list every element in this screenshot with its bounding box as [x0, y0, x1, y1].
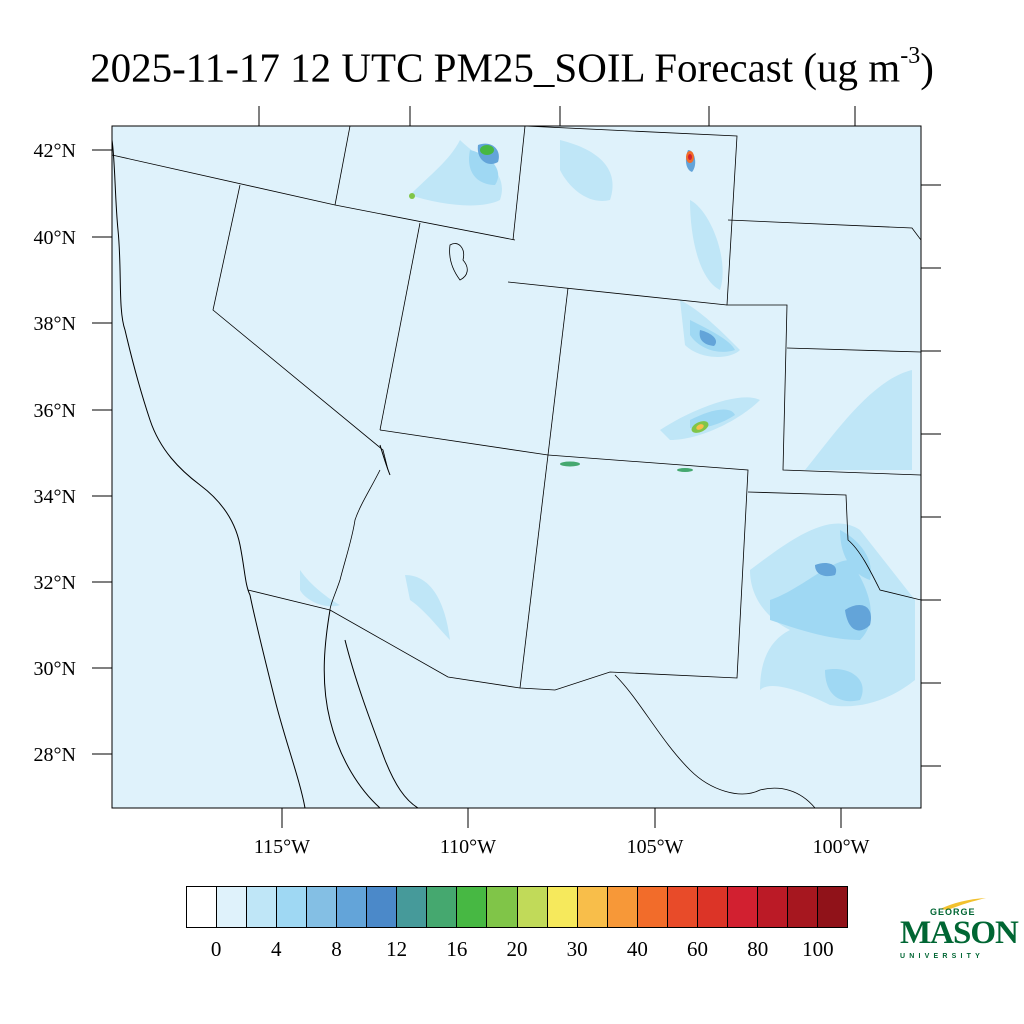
- map-background: [112, 126, 921, 808]
- colorbar-cell: [817, 887, 848, 927]
- lat-label-38: 38°N: [34, 313, 76, 335]
- lat-label-36: 36°N: [34, 400, 76, 422]
- colorbar-cell: [307, 887, 338, 927]
- colorbar-cell: [697, 887, 728, 927]
- colorbar-cell: [217, 887, 248, 927]
- colorbar-cell: [517, 887, 548, 927]
- colorbar-cell: [367, 887, 398, 927]
- lat-label-40: 40°N: [34, 227, 76, 249]
- lat-label-34: 34°N: [34, 486, 76, 508]
- colorbar-cell: [787, 887, 818, 927]
- gmu-logo: GEORGE MASON UNIVERSITY: [898, 895, 1019, 970]
- colorbar-cell: [757, 887, 788, 927]
- colorbar-cell: [667, 887, 698, 927]
- political-boundaries: [112, 126, 921, 808]
- colorbar-cell: [337, 887, 368, 927]
- right-ticks: [921, 184, 941, 767]
- map-title: 2025-11-17 12 UTC PM25_SOIL Forecast (ug…: [0, 30, 1024, 98]
- high-concentration-hotspots: [409, 145, 709, 472]
- colorbar-tick-label: 8: [331, 937, 342, 961]
- colorbar-cell: [487, 887, 518, 927]
- map-frame: [111, 125, 922, 809]
- lon-label-115: 115°W: [254, 836, 310, 858]
- concentration-field: [112, 126, 921, 808]
- lon-ticks: [281, 808, 842, 828]
- lat-label-42: 42°N: [34, 140, 76, 162]
- lon-label-105: 105°W: [627, 836, 684, 858]
- logo-george: GEORGE: [930, 907, 976, 917]
- colorbar-cell: [547, 887, 578, 927]
- colorbar-cell: [397, 887, 428, 927]
- title-close: ): [920, 44, 934, 91]
- lon-label-100: 100°W: [813, 836, 870, 858]
- colorbar-tick-label: 12: [386, 937, 408, 961]
- logo-mason: MASON: [900, 915, 1019, 951]
- colorbar-cell: [457, 887, 488, 927]
- lat-label-30: 30°N: [34, 658, 76, 680]
- colorbar-tick-label: 4: [271, 937, 282, 961]
- title-superscript: -3: [900, 43, 921, 69]
- colorbar-tick-label: 80: [747, 937, 769, 961]
- colorbar: [186, 886, 848, 928]
- colorbar-tick-label: 100: [802, 937, 834, 961]
- colorbar-tick-label: 40: [626, 937, 648, 961]
- colorbar-tick-label: 60: [687, 937, 709, 961]
- colorbar-tick-label: 20: [506, 937, 528, 961]
- colorbar-cell: [427, 887, 458, 927]
- logo-university: UNIVERSITY: [900, 953, 985, 960]
- colorbar-cell: [187, 887, 218, 927]
- colorbar-tick-label: 0: [210, 937, 222, 961]
- lat-label-32: 32°N: [34, 572, 76, 594]
- lat-label-28: 28°N: [34, 744, 76, 766]
- logo-swoosh-icon: [940, 898, 986, 910]
- lon-label-110: 110°W: [440, 836, 496, 858]
- colorbar-tick-label: 30: [566, 937, 588, 961]
- title-main: 2025-11-17 12 UTC PM25_SOIL Forecast (ug…: [90, 44, 901, 91]
- great-salt-lake: [449, 243, 468, 281]
- colorbar-cell: [607, 887, 638, 927]
- colorbar-tick-label: 16: [446, 937, 468, 961]
- top-ticks: [258, 106, 856, 126]
- colorbar-cell: [727, 887, 758, 927]
- coastline: [112, 139, 419, 808]
- colorbar-cell: [637, 887, 668, 927]
- colorbar-cell: [277, 887, 308, 927]
- colorbar-cell: [577, 887, 608, 927]
- colorbar-cell: [247, 887, 278, 927]
- lat-ticks: [92, 149, 112, 755]
